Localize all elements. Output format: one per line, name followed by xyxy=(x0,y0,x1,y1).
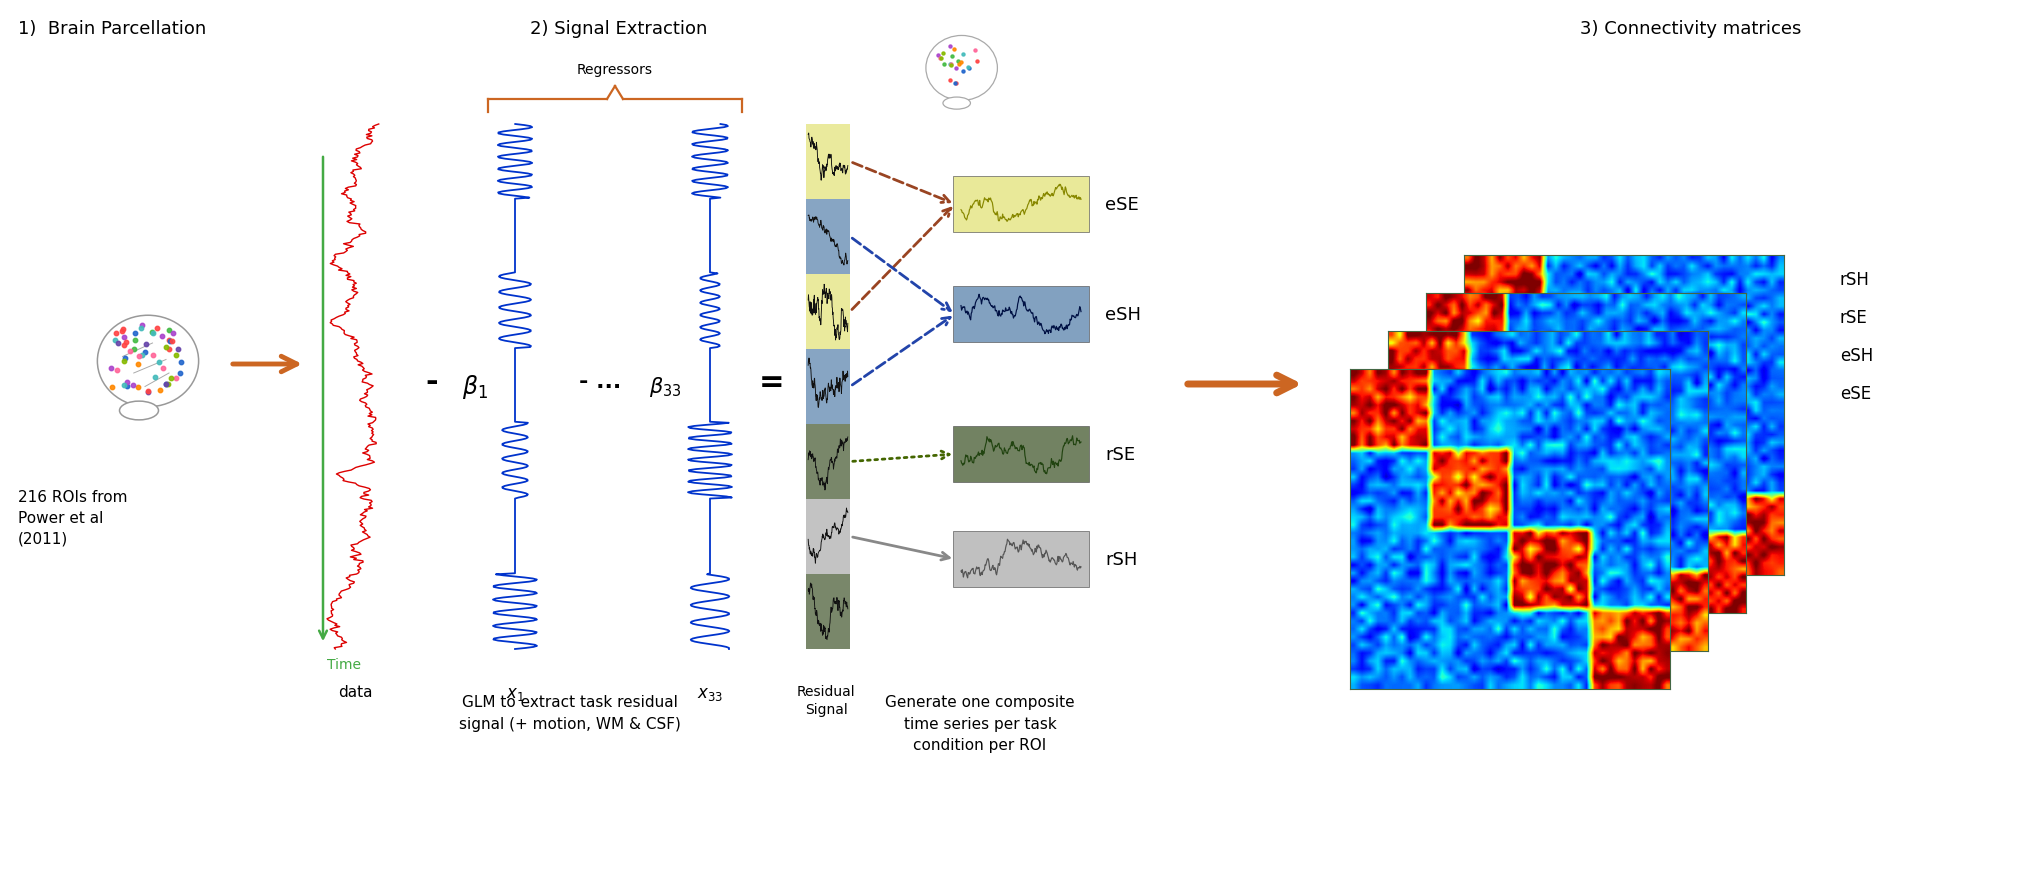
Text: Time: Time xyxy=(327,657,361,671)
Text: 2) Signal Extraction: 2) Signal Extraction xyxy=(530,20,708,38)
Text: eSE: eSE xyxy=(1106,196,1138,214)
Text: eSH: eSH xyxy=(1106,306,1140,324)
Text: GLM to extract task residual
signal (+ motion, WM & CSF): GLM to extract task residual signal (+ m… xyxy=(459,695,682,730)
Text: 3) Connectivity matrices: 3) Connectivity matrices xyxy=(1581,20,1802,38)
Text: =: = xyxy=(759,367,785,397)
Ellipse shape xyxy=(120,401,158,420)
Text: Generate one composite
time series per task
condition per ROI: Generate one composite time series per t… xyxy=(885,695,1075,753)
Text: rSH: rSH xyxy=(1840,271,1871,289)
Text: 1)  Brain Parcellation: 1) Brain Parcellation xyxy=(18,20,207,38)
FancyBboxPatch shape xyxy=(806,500,850,574)
Text: 216 ROIs from
Power et al
(2011): 216 ROIs from Power et al (2011) xyxy=(18,489,128,546)
Text: $x_{33}$: $x_{33}$ xyxy=(696,684,722,702)
FancyBboxPatch shape xyxy=(806,350,850,425)
FancyBboxPatch shape xyxy=(806,425,850,500)
Text: rSH: rSH xyxy=(1106,551,1138,569)
FancyBboxPatch shape xyxy=(806,574,850,649)
Text: -: - xyxy=(426,367,438,397)
FancyBboxPatch shape xyxy=(806,274,850,350)
FancyBboxPatch shape xyxy=(954,531,1090,587)
Ellipse shape xyxy=(943,98,970,110)
Text: - ...: - ... xyxy=(578,372,621,392)
FancyBboxPatch shape xyxy=(806,199,850,274)
Text: eSH: eSH xyxy=(1840,347,1873,365)
FancyBboxPatch shape xyxy=(806,125,850,199)
Text: data: data xyxy=(337,684,371,699)
Text: Regressors: Regressors xyxy=(576,63,653,77)
Text: eSE: eSE xyxy=(1840,384,1871,402)
Text: Residual
Signal: Residual Signal xyxy=(797,684,856,717)
Text: $\beta_1$: $\beta_1$ xyxy=(463,373,489,401)
FancyBboxPatch shape xyxy=(954,426,1090,483)
Text: $\beta_{33}$: $\beta_{33}$ xyxy=(649,375,682,399)
FancyBboxPatch shape xyxy=(954,177,1090,232)
Text: $x_1$: $x_1$ xyxy=(505,684,523,702)
Text: rSE: rSE xyxy=(1106,445,1134,463)
Text: rSE: rSE xyxy=(1840,308,1869,326)
FancyBboxPatch shape xyxy=(954,287,1090,342)
